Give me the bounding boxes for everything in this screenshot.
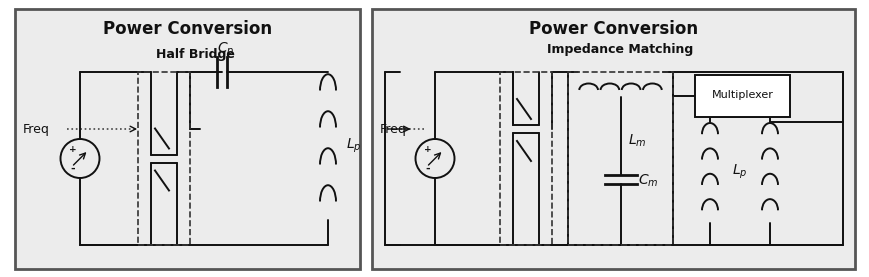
Text: $L_m$: $L_m$ (627, 133, 647, 149)
Text: Power Conversion: Power Conversion (528, 20, 697, 38)
Bar (694, 75, 789, 117)
Bar (500, 72, 551, 245)
Text: Freq: Freq (380, 122, 407, 135)
Text: Power Conversion: Power Conversion (103, 20, 272, 38)
Text: $C_p$: $C_p$ (217, 41, 235, 59)
Text: $L_p$: $L_p$ (732, 163, 746, 181)
Bar (15, 9, 360, 269)
Bar (138, 72, 189, 245)
Text: -: - (70, 164, 76, 174)
Text: $L_p$: $L_p$ (346, 137, 361, 155)
Text: $C_m$: $C_m$ (637, 173, 657, 189)
Bar (372, 9, 854, 269)
Text: Impedance Matching: Impedance Matching (547, 43, 693, 57)
Text: Half Bridge: Half Bridge (156, 48, 234, 61)
Text: Multiplexer: Multiplexer (711, 91, 773, 101)
Text: Freq: Freq (23, 122, 50, 135)
Text: -: - (425, 164, 430, 174)
Text: +: + (70, 145, 76, 153)
Bar (567, 72, 673, 245)
Text: +: + (424, 145, 431, 153)
